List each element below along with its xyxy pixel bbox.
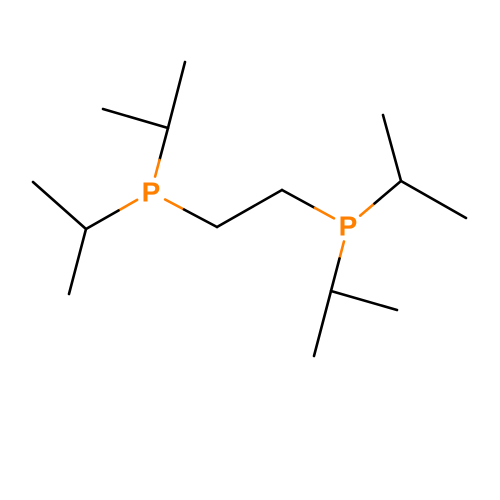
bond [360,204,374,216]
bond [331,291,397,310]
bond [86,211,119,230]
bond [217,190,282,227]
bond [165,199,184,209]
atom-label-p: P [142,177,161,208]
bond [103,109,168,128]
bond [375,181,402,204]
bond [69,229,86,294]
bond [331,259,340,292]
bond [184,210,217,228]
bond [383,115,401,181]
bond [314,291,331,356]
bond [33,182,86,229]
bond [119,200,138,211]
atom-label-p: P [339,211,358,242]
bond [340,241,344,258]
bond [315,208,334,218]
bond [401,181,466,218]
bond [282,190,315,208]
bond [155,160,159,177]
bond [160,128,169,160]
molecule-canvas: PP [0,0,500,500]
bond [168,62,185,128]
